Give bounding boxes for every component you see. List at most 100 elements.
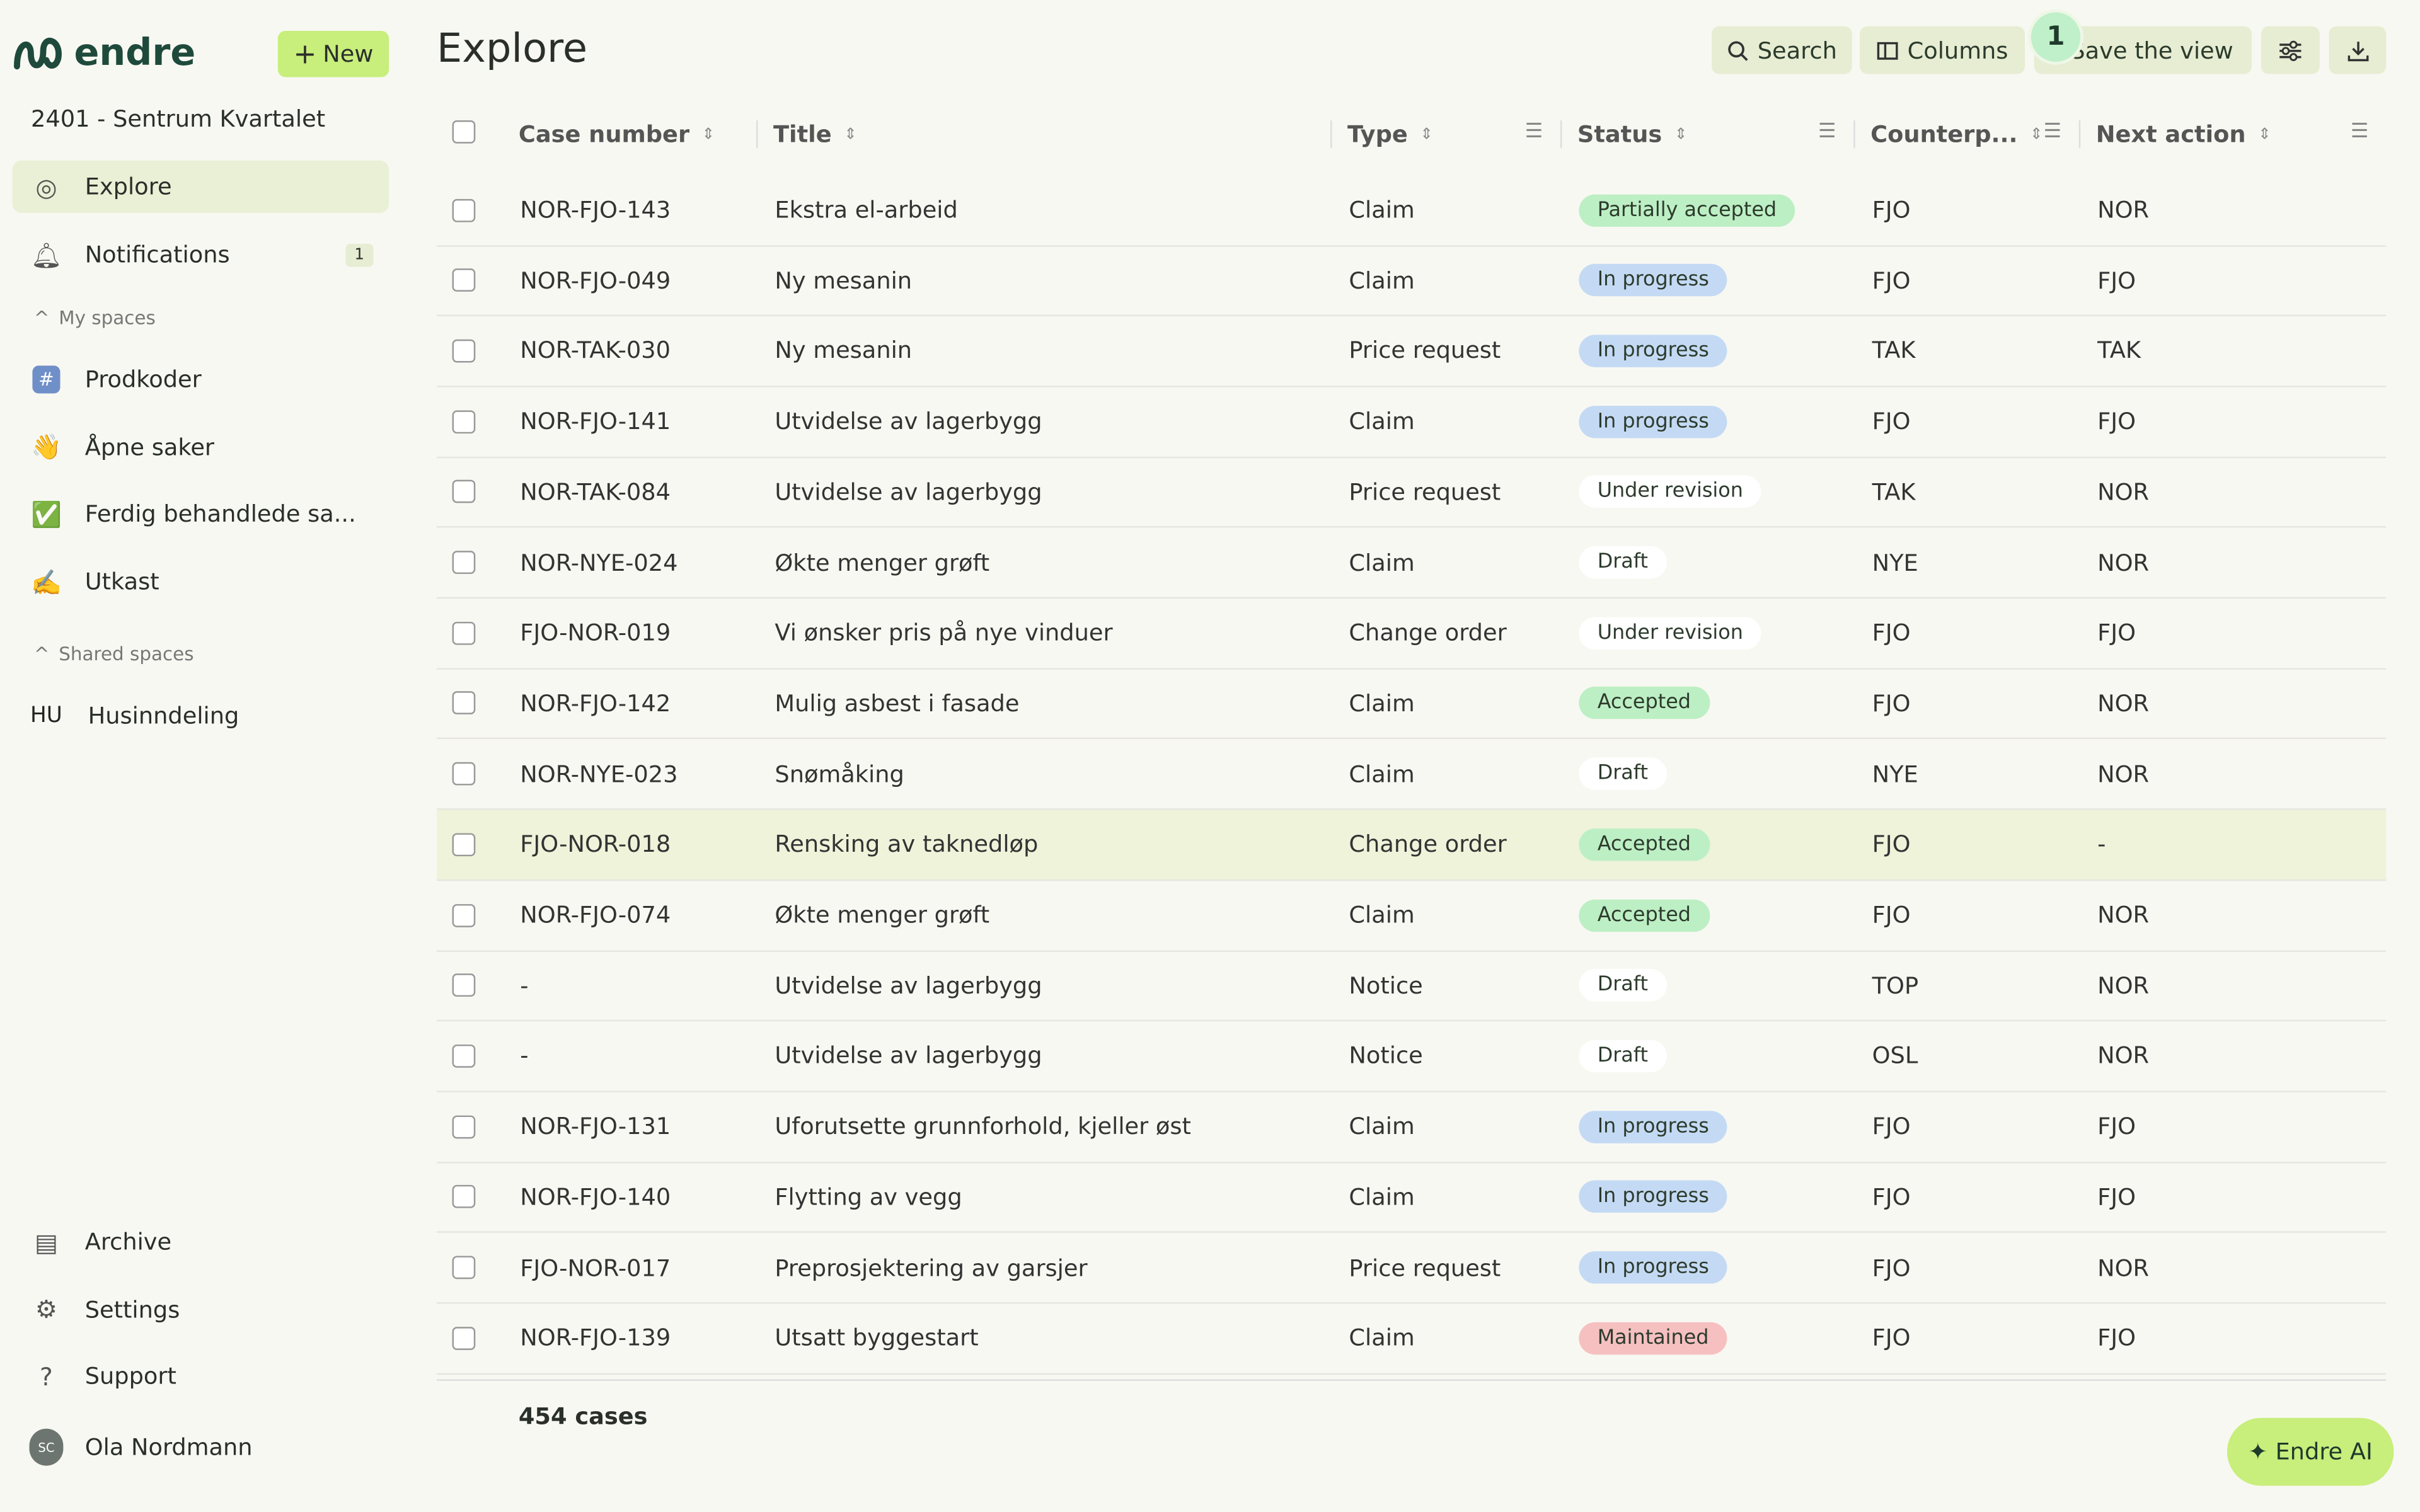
logo[interactable]: endre	[13, 31, 196, 74]
status-pill: Draft	[1579, 969, 1667, 1002]
space-item[interactable]: # Prodkoder	[13, 353, 389, 406]
table-row[interactable]: - Utvidelse av lagerbygg Notice Draft OSL NOR	[437, 1021, 2387, 1092]
table-row[interactable]: FJO-NOR-017 Preprosjektering av garsjer Pr…	[437, 1233, 2387, 1304]
space-item[interactable]: ✍️ Utkast	[13, 556, 389, 608]
table-row[interactable]: NOR-FJO-139 Utsatt byggestart Claim Maintai…	[437, 1303, 2387, 1375]
row-checkbox[interactable]	[452, 1256, 476, 1280]
table-cell: NOR-FJO-143	[520, 196, 671, 224]
table-row[interactable]: NOR-FJO-143 Ekstra el-arbeid Claim Partiall…	[437, 175, 2387, 246]
save-view-button[interactable]: Save the view	[2034, 26, 2252, 74]
table-row[interactable]: NOR-NYE-024 Økte menger grøft Claim Draft NY…	[437, 528, 2387, 599]
table-cell: Accepted	[1579, 668, 1710, 738]
row-checkbox[interactable]	[452, 621, 476, 644]
sliders-icon	[2279, 40, 2302, 60]
bottom-nav-item[interactable]: ⚙︎ Settings	[13, 1283, 389, 1336]
shared-spaces-heading[interactable]: ^ Shared spaces	[34, 643, 194, 665]
column-label: Type	[1347, 120, 1408, 149]
columns-button[interactable]: Columns	[1860, 26, 2025, 74]
row-checkbox[interactable]	[452, 973, 476, 997]
row-checkbox[interactable]	[452, 1044, 476, 1068]
table-cell: Partially accepted	[1579, 175, 1795, 244]
table-cell: Change order	[1349, 830, 1507, 859]
new-button[interactable]: + New	[277, 30, 389, 77]
row-checkbox[interactable]	[452, 480, 476, 504]
search-button[interactable]: Search	[1711, 26, 1852, 74]
settings-button[interactable]	[2261, 26, 2320, 74]
table-cell: Claim	[1349, 548, 1415, 576]
row-checkbox[interactable]	[452, 1114, 476, 1138]
project-name[interactable]: 2401 - Sentrum Kvartalet	[30, 105, 326, 133]
table-row[interactable]: NOR-TAK-030 Ny mesanin Price request In pro…	[437, 316, 2387, 387]
row-checkbox[interactable]	[452, 903, 476, 927]
filter-icon[interactable]: ☰	[2043, 120, 2061, 144]
table-cell: Claim	[1349, 689, 1415, 718]
table-row[interactable]: NOR-TAK-084 Utvidelse av lagerbygg Price r…	[437, 457, 2387, 529]
row-checkbox[interactable]	[452, 551, 476, 575]
row-checkbox[interactable]	[452, 339, 476, 363]
table-row[interactable]: NOR-FJO-074 Økte menger grøft Claim Accepte…	[437, 880, 2387, 951]
table-row[interactable]: NOR-FJO-142 Mulig asbest i fasade Claim Acc…	[437, 668, 2387, 740]
my-spaces-heading[interactable]: ^ My spaces	[34, 307, 156, 328]
status-pill: Accepted	[1579, 687, 1710, 720]
nav-item[interactable]: 🔔︎ Notifications 1	[13, 228, 389, 280]
table-cell: FJO-NOR-018	[520, 830, 671, 859]
table-row[interactable]: NOR-FJO-131 Uforutsette grunnforhold, kje…	[437, 1092, 2387, 1163]
space-item[interactable]: HU Husinndeling	[13, 690, 389, 742]
table-row[interactable]: FJO-NOR-018 Rensking av taknedløp Change o…	[437, 810, 2387, 881]
column-header[interactable]: Case number ⇕	[519, 117, 715, 151]
table-row[interactable]: - Utvidelse av lagerbygg Notice Draft TOP NOR	[437, 951, 2387, 1022]
user[interactable]: SC Ola Nordmann	[13, 1421, 389, 1474]
bottom-label: Support	[84, 1363, 176, 1391]
row-checkbox[interactable]	[452, 1326, 476, 1350]
column-separator	[756, 120, 758, 149]
row-checkbox[interactable]	[452, 268, 476, 292]
space-item[interactable]: 👋 Åpne saker	[13, 421, 389, 473]
table-row[interactable]: NOR-FJO-049 Ny mesanin Claim In progress FJO…	[437, 246, 2387, 317]
column-header[interactable]: Title ⇕	[773, 117, 857, 151]
chevron: ^	[33, 643, 50, 665]
heading-text: My spaces	[59, 307, 156, 329]
column-header[interactable]: Counterp... ⇕	[1870, 117, 2043, 151]
table-cell: Flytting av vegg	[775, 1183, 962, 1211]
table-row[interactable]: NOR-FJO-140 Flytting av vegg Claim In progr…	[437, 1162, 2387, 1234]
table-row[interactable]: FJO-NOR-019 Vi ønsker pris på nye vinduer…	[437, 598, 2387, 670]
row-checkbox[interactable]	[452, 198, 476, 222]
table-cell: Ekstra el-arbeid	[775, 196, 958, 224]
bottom-nav-item[interactable]: ▤ Archive	[13, 1216, 389, 1268]
table-cell: -	[520, 971, 529, 1000]
filter-icon[interactable]: ☰	[1524, 120, 1543, 144]
table-cell: Draft	[1579, 528, 1667, 597]
table-cell: Preprosjektering av garsjer	[775, 1253, 1088, 1281]
filter-icon[interactable]: ☰	[2350, 120, 2369, 144]
column-header[interactable]: Status ⇕	[1577, 117, 1688, 151]
nav-icon: 🔔︎	[30, 239, 62, 270]
table-row[interactable]: NOR-NYE-023 Snømåking Claim Draft NYE NOR	[437, 739, 2387, 810]
download-button[interactable]	[2329, 26, 2387, 74]
filter-icon[interactable]: ☰	[1818, 120, 1836, 144]
table-cell: NOR-FJO-139	[520, 1324, 671, 1352]
nav-item[interactable]: ◎ Explore	[12, 160, 389, 213]
column-header[interactable]: Next action ⇕	[2096, 117, 2271, 151]
table-cell: Uforutsette grunnforhold, kjeller øst	[775, 1112, 1191, 1141]
row-checkbox[interactable]	[452, 1185, 476, 1209]
status-pill: Maintained	[1579, 1322, 1727, 1354]
table-cell: FJO-NOR-017	[520, 1253, 671, 1281]
table-cell: NOR-TAK-084	[520, 478, 671, 506]
column-header[interactable]: Type ⇕	[1347, 117, 1433, 151]
status-pill: In progress	[1579, 1251, 1728, 1284]
row-checkbox[interactable]	[452, 762, 476, 786]
row-checkbox[interactable]	[452, 832, 476, 856]
row-checkbox[interactable]	[452, 692, 476, 715]
bottom-nav-item[interactable]: ? Support	[13, 1351, 389, 1403]
ai-button[interactable]: ✦ Endre AI	[2227, 1418, 2394, 1486]
table-cell: NOR	[2097, 196, 2150, 224]
table-cell: Claim	[1349, 196, 1415, 224]
space-icon: ✍️	[31, 567, 62, 597]
row-checkbox[interactable]	[452, 410, 476, 433]
table-row[interactable]: NOR-FJO-141 Utvidelse av lagerbygg Claim In…	[437, 387, 2387, 458]
table-cell: Notice	[1349, 971, 1423, 1000]
space-item[interactable]: ✅ Ferdig behandlede sa...	[13, 488, 389, 541]
select-all-checkbox[interactable]	[452, 120, 476, 144]
